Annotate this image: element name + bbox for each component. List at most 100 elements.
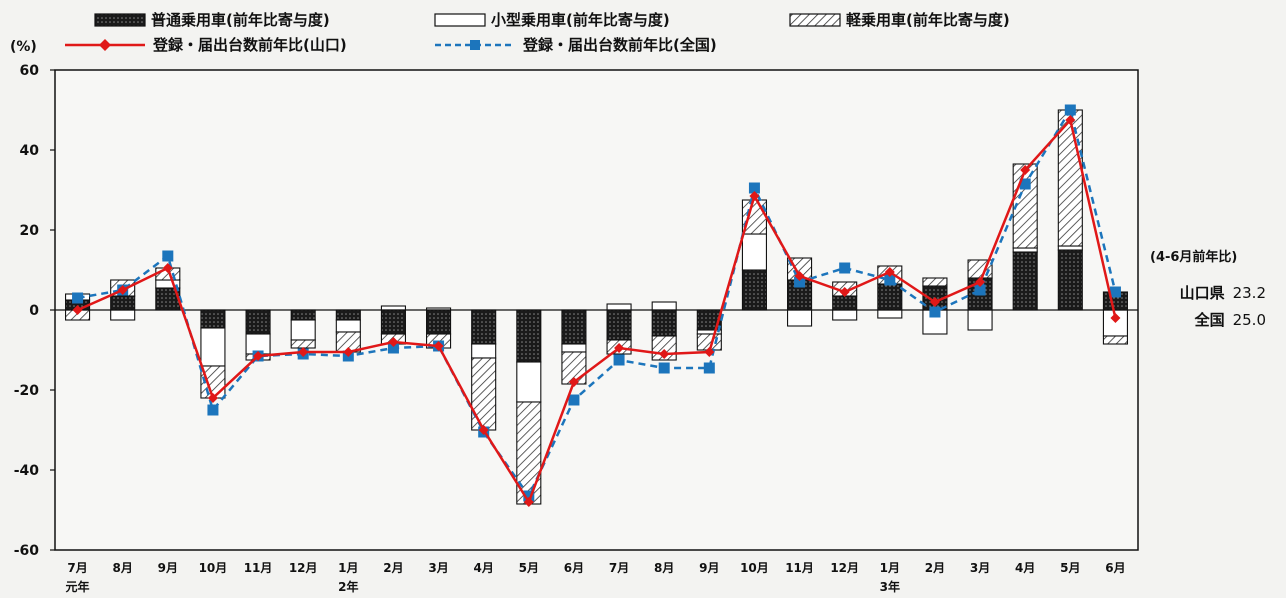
legend-swatch-compact-car [434,13,486,27]
point-national [207,404,219,416]
bar-ordinary-car [426,309,452,335]
point-yamaguchi [794,271,805,281]
point-yamaguchi [253,351,264,361]
point-national [523,490,535,502]
point-yamaguchi [749,191,760,201]
bar-ordinary-car [290,309,316,321]
x-tick-label: 3月 [428,561,448,575]
point-yamaguchi [839,287,850,297]
bar-ordinary-car [877,283,903,311]
x-tick-label: 10月 [199,561,228,575]
x-tick-label: 7月 [609,561,629,575]
y-tick-label: 60 [20,63,40,79]
side-note-label: 山口県 [1179,284,1225,302]
point-national [1064,104,1076,116]
legend-label: 登録・届出台数前年比(全国) [522,36,717,54]
bar-compact-car [651,301,677,311]
point-national [884,274,896,286]
bar-ordinary-car [516,309,542,363]
point-yamaguchi [523,497,534,507]
bar-ordinary-car [380,309,406,335]
bar-ordinary-car [471,309,497,345]
bar-compact-car [967,309,993,331]
x-tick-label: 3月 [970,561,990,575]
x-tick-label: 5月 [519,561,539,575]
line-yamaguchi [77,117,1117,505]
x-tick-label: 11月 [244,561,273,575]
legend-swatch-ordinary-car [94,13,146,27]
point-yamaguchi [884,267,895,277]
x-tick-label: 5月 [1060,561,1080,575]
point-yamaguchi [614,343,625,353]
y-tick-label: -40 [14,463,40,479]
y-tick-label: 20 [20,223,40,239]
point-national [794,276,806,288]
legend-item-yamaguchi: 登録・届出台数前年比(山口) [65,36,347,54]
point-national [929,306,941,318]
bar-compact-car [832,309,858,321]
bar-compact-car [290,319,316,341]
point-yamaguchi [704,347,715,357]
y-axis-unit-label: (%) [10,39,37,55]
point-national [703,362,715,374]
point-yamaguchi [1065,115,1076,125]
bar-ordinary-car [606,309,632,341]
bar-compact-car [1057,245,1083,251]
side-note-title: (4-6月前年比) [1150,250,1238,265]
bar-compact-car [471,343,497,359]
side-note-label: 全国 [1194,311,1225,329]
bar-compact-car [561,343,587,353]
point-national [162,250,174,262]
point-national [568,394,580,406]
x-tick-label: 9月 [699,561,719,575]
x-axis: 7月 8月 9月 10月 11月 12月 1月 2月 3月 4月 5月 6月 7月 8月 9月 10月 11月 1… [66,561,1126,594]
side-note-row-national: 全国 25.0 [1150,309,1266,330]
point-yamaguchi [975,277,986,287]
y-tick-label: -60 [14,543,40,559]
y-tick-label: 0 [29,303,39,319]
bar-ordinary-car [335,309,361,321]
point-yamaguchi [659,349,670,359]
legend-label: 軽乗用車(前年比寄与度) [846,11,1010,29]
bar-ordinary-car [1057,249,1083,311]
x-tick-label: 8月 [654,561,674,575]
bar-ordinary-car [741,269,767,311]
point-yamaguchi [568,377,579,387]
bar-compact-car [516,361,542,403]
point-yamaguchi [298,347,309,357]
bar-compact-car [922,309,948,335]
point-yamaguchi [478,425,489,435]
x-year-label: 2年 [338,579,358,594]
bar-kei-car [290,339,316,349]
point-national [1019,178,1031,190]
bar-ordinary-car [200,309,226,329]
point-national [974,284,986,296]
y-tick-label: -20 [14,383,40,399]
line-national [77,106,1117,499]
x-tick-label: 2月 [383,561,403,575]
bar-compact-car [877,309,903,319]
x-tick-label: 1月 [338,561,358,575]
x-tick-label: 7月 [67,561,87,575]
x-tick-label: 12月 [289,561,318,575]
point-national [748,182,760,194]
point-yamaguchi [433,341,444,351]
x-tick-label: 9月 [158,561,178,575]
bar-compact-car [606,303,632,311]
side-note-value: 23.2 [1232,284,1266,302]
point-national [839,262,851,274]
y-axis: 60 40 20 0 -20 -40 -60 [14,63,55,559]
point-national [658,362,670,374]
x-tick-label: 1月 [880,561,900,575]
point-national [1109,286,1121,298]
x-tick-label: 2月 [925,561,945,575]
bar-compact-car [1012,247,1038,253]
point-national [613,354,625,366]
x-tick-label: 11月 [785,561,814,575]
point-yamaguchi [72,305,83,315]
bar-compact-car [741,233,767,271]
point-yamaguchi [929,297,940,307]
x-tick-label: 8月 [113,561,133,575]
bar-compact-car [200,327,226,367]
